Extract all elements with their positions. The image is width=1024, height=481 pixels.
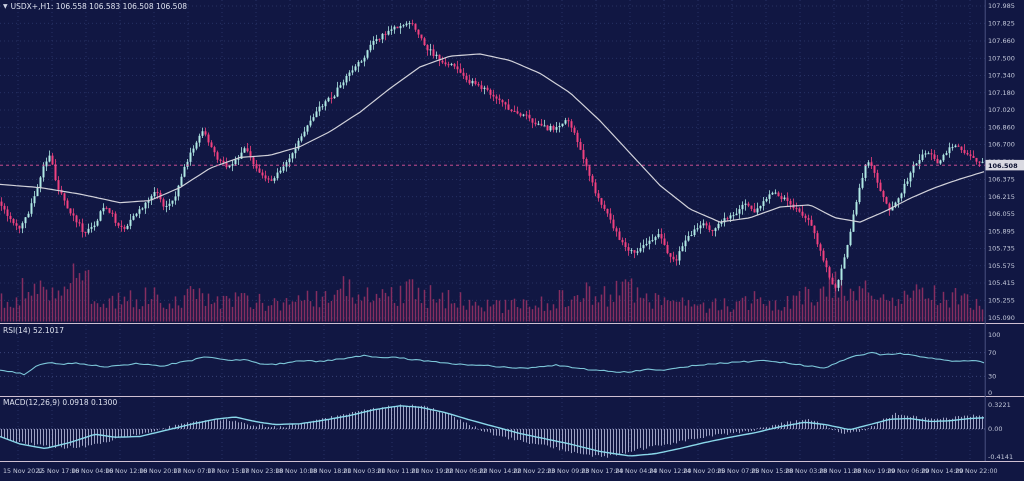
svg-text:17 Nov 23:00: 17 Nov 23:00 (241, 468, 283, 475)
pane-separators (0, 0, 1024, 462)
symbol-ohlc-label[interactable]: ▼ USDX+,H1: 106.558 106.583 106.508 106.… (3, 2, 187, 11)
svg-text:106.860: 106.860 (988, 123, 1015, 131)
svg-text:0: 0 (988, 389, 992, 397)
svg-text:105.735: 105.735 (988, 245, 1015, 253)
svg-text:106.055: 106.055 (988, 210, 1015, 218)
svg-text:70: 70 (988, 349, 996, 357)
svg-text:24 Nov 20:00: 24 Nov 20:00 (683, 468, 725, 475)
svg-text:29 Nov 22:00: 29 Nov 22:00 (955, 468, 997, 475)
svg-text:29 Nov 06:00: 29 Nov 06:00 (887, 468, 929, 475)
symbol-ohlc-text: USDX+,H1: 106.558 106.583 106.508 106.50… (10, 2, 187, 11)
volume-overlay (0, 263, 984, 322)
symbol-dropdown-icon[interactable]: ▼ (3, 3, 8, 10)
svg-text:22 Nov 06:00: 22 Nov 06:00 (445, 468, 487, 475)
svg-text:-0.4141: -0.4141 (988, 453, 1013, 461)
svg-text:18 Nov 18:00: 18 Nov 18:00 (309, 468, 351, 475)
svg-text:16 Nov 04:00: 16 Nov 04:00 (71, 468, 113, 475)
svg-text:18 Nov 10:00: 18 Nov 10:00 (275, 468, 317, 475)
svg-text:24 Nov 12:00: 24 Nov 12:00 (649, 468, 691, 475)
svg-text:15 Nov 17:00: 15 Nov 17:00 (37, 468, 79, 475)
svg-text:29 Nov 14:00: 29 Nov 14:00 (921, 468, 963, 475)
svg-text:106.700: 106.700 (988, 141, 1015, 149)
svg-text:25 Nov 15:00: 25 Nov 15:00 (751, 468, 793, 475)
svg-text:16 Nov 20:00: 16 Nov 20:00 (139, 468, 181, 475)
svg-text:21 Nov 03:00: 21 Nov 03:00 (343, 468, 385, 475)
svg-text:25 Nov 07:00: 25 Nov 07:00 (717, 468, 759, 475)
svg-text:105.090: 105.090 (988, 314, 1015, 322)
svg-text:28 Nov 19:00: 28 Nov 19:00 (853, 468, 895, 475)
ma-line (0, 53, 985, 223)
price-axis[interactable]: 107.985 107.825 107.660 107.500 107.340 107.1… (988, 2, 1015, 461)
svg-text:106.215: 106.215 (988, 193, 1015, 201)
last-price-tag: 106.508 (985, 159, 1024, 171)
svg-text:22 Nov 14:00: 22 Nov 14:00 (479, 468, 521, 475)
svg-text:105.255: 105.255 (988, 296, 1015, 304)
svg-text:105.895: 105.895 (988, 227, 1015, 235)
svg-text:17 Nov 07:00: 17 Nov 07:00 (173, 468, 215, 475)
svg-text:105.575: 105.575 (988, 262, 1015, 270)
svg-text:107.660: 107.660 (988, 37, 1015, 45)
svg-text:22 Nov 22:00: 22 Nov 22:00 (513, 468, 555, 475)
svg-text:107.180: 107.180 (988, 89, 1015, 97)
svg-text:23 Nov 09:00: 23 Nov 09:00 (547, 468, 589, 475)
svg-text:100: 100 (988, 331, 1000, 339)
svg-text:0.00: 0.00 (988, 425, 1002, 433)
svg-text:0.3221: 0.3221 (988, 401, 1011, 409)
svg-text:106.375: 106.375 (988, 176, 1015, 184)
price-pane[interactable] (0, 19, 984, 292)
svg-text:21 Nov 11:00: 21 Nov 11:00 (377, 468, 419, 475)
svg-text:30: 30 (988, 373, 996, 381)
svg-text:21 Nov 19:00: 21 Nov 19:00 (411, 468, 453, 475)
svg-text:107.340: 107.340 (988, 72, 1015, 80)
svg-text:28 Nov 03:00: 28 Nov 03:00 (785, 468, 827, 475)
svg-text:15 Nov 2022: 15 Nov 2022 (3, 468, 43, 475)
macd-pane[interactable] (0, 404, 985, 458)
svg-text:16 Nov 12:00: 16 Nov 12:00 (105, 468, 147, 475)
svg-text:28 Nov 11:00: 28 Nov 11:00 (819, 468, 861, 475)
svg-text:24 Nov 04:00: 24 Nov 04:00 (615, 468, 657, 475)
rsi-indicator-label: RSI(14) 52.1017 (3, 326, 64, 335)
svg-text:106.508: 106.508 (988, 162, 1018, 170)
svg-text:107.500: 107.500 (988, 54, 1015, 62)
rsi-pane[interactable] (0, 351, 985, 377)
svg-text:105.415: 105.415 (988, 279, 1015, 287)
svg-text:107.825: 107.825 (988, 19, 1015, 27)
svg-text:107.020: 107.020 (988, 106, 1015, 114)
macd-indicator-label: MACD(12,26,9) 0.0918 0.1300 (3, 398, 118, 407)
svg-text:23 Nov 17:00: 23 Nov 17:00 (581, 468, 623, 475)
grid (0, 0, 985, 460)
svg-text:107.985: 107.985 (988, 2, 1015, 10)
svg-text:17 Nov 15:00: 17 Nov 15:00 (207, 468, 249, 475)
